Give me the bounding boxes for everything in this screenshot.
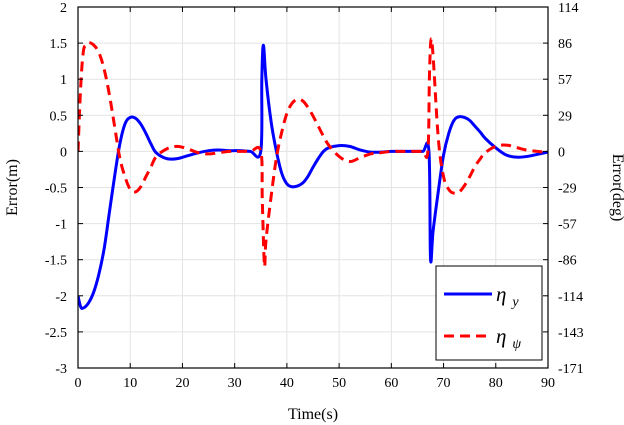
y-tick-label-right: 86 (558, 37, 572, 52)
y-tick-label-left: -2 (55, 290, 67, 305)
y-tick-label-right: -171 (558, 362, 584, 377)
x-tick-label: 50 (332, 376, 346, 391)
y-tick-label-right: 29 (558, 109, 572, 124)
y-tick-label-left: -3 (55, 362, 67, 377)
x-tick-label: 30 (228, 376, 242, 391)
y-tick-label-right: 114 (558, 1, 578, 16)
y-tick-label-left: 1 (60, 73, 67, 88)
plot-series (78, 37, 548, 310)
y-tick-label-right: -143 (558, 326, 584, 341)
y-tick-label-left: -0.5 (45, 182, 67, 197)
y-tick-label-left: 1.5 (50, 37, 68, 52)
x-tick-label: 80 (489, 376, 503, 391)
y-axis-label-left: Error(m) (4, 159, 21, 216)
series-line-eta-psi (78, 37, 548, 269)
y-tick-label-left: -1.5 (45, 254, 67, 269)
y-tick-label-left: -1 (55, 218, 67, 233)
y-tick-label-right: -86 (558, 254, 577, 269)
y-tick-label-left: 2 (60, 1, 67, 16)
y-tick-label-left: 0.5 (50, 109, 68, 124)
x-tick-label: 10 (123, 376, 137, 391)
x-tick-label: 70 (437, 376, 451, 391)
y-tick-label-right: 0 (558, 145, 565, 160)
axis-ticks: 0 10 20 30 40 50 60 70 80 90-3 -171-2.5 -143-2 -114-… (45, 1, 584, 391)
y-tick-label-right: -29 (558, 182, 577, 197)
series-line-eta-y (78, 43, 548, 310)
x-tick-label: 60 (384, 376, 398, 391)
y-tick-label-right: 57 (558, 73, 572, 88)
x-tick-label: 20 (175, 376, 189, 391)
y-tick-label-right: -57 (558, 218, 577, 233)
y-tick-label-left: 0 (60, 145, 67, 160)
x-axis-label: Time(s) (288, 406, 338, 423)
legend-box (435, 265, 543, 361)
y-axis-label-right: Error(deg) (609, 154, 624, 222)
x-tick-label: 90 (541, 376, 555, 391)
legend: η y η ψ (435, 265, 543, 361)
x-tick-label: 40 (280, 376, 294, 391)
y-tick-label-right: -114 (558, 290, 583, 305)
x-tick-label: 0 (75, 376, 82, 391)
y-tick-label-left: -2.5 (45, 326, 67, 341)
